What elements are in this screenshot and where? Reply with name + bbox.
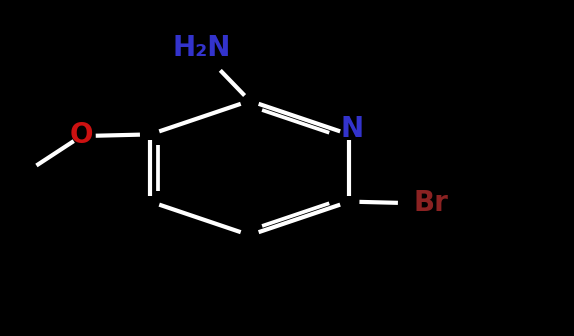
Text: O: O bbox=[69, 121, 93, 150]
Text: Br: Br bbox=[414, 189, 449, 217]
Text: H₂N: H₂N bbox=[173, 34, 231, 62]
Text: N: N bbox=[340, 115, 363, 143]
